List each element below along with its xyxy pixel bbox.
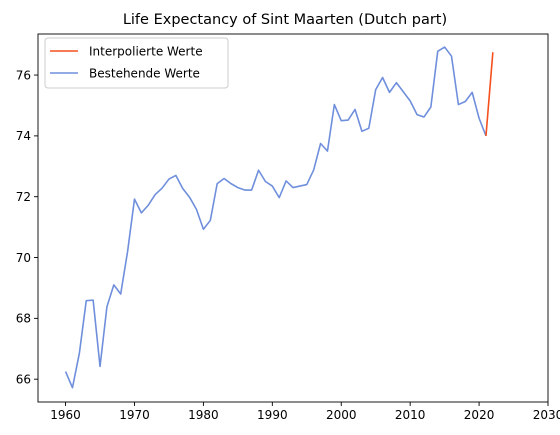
y-tick-label: 70 xyxy=(16,251,31,265)
legend: Interpolierte Werte Bestehende Werte xyxy=(44,37,229,89)
x-tick-label: 2010 xyxy=(395,408,426,422)
y-tick-label: 72 xyxy=(16,190,31,204)
chart-title: Life Expectancy of Sint Maarten (Dutch p… xyxy=(123,12,447,28)
x-axis: 1960 1970 1980 1990 2000 2010 2020 2030 xyxy=(50,402,560,422)
series-line-bestehende-werte xyxy=(64,46,487,389)
series-line-interpolierte-werte xyxy=(485,52,494,136)
y-tick-label: 76 xyxy=(16,68,31,82)
y-tick-label: 68 xyxy=(16,312,31,326)
y-axis: 66 68 70 72 74 76 xyxy=(16,68,38,386)
legend-label: Interpolierte Werte xyxy=(89,44,203,58)
legend-label: Bestehende Werte xyxy=(89,66,200,80)
plot-area xyxy=(37,33,549,403)
x-tick-label: 1960 xyxy=(50,408,81,422)
x-tick-label: 2020 xyxy=(464,408,495,422)
x-tick-label: 1980 xyxy=(188,408,219,422)
y-tick-label: 74 xyxy=(16,129,31,143)
y-tick-label: 66 xyxy=(16,372,31,386)
x-tick-label: 2000 xyxy=(326,408,357,422)
x-tick-label: 2030 xyxy=(533,408,560,422)
x-tick-label: 1990 xyxy=(257,408,288,422)
x-tick-label: 1970 xyxy=(119,408,150,422)
axes-frame xyxy=(37,33,549,403)
legend-box xyxy=(44,37,229,89)
